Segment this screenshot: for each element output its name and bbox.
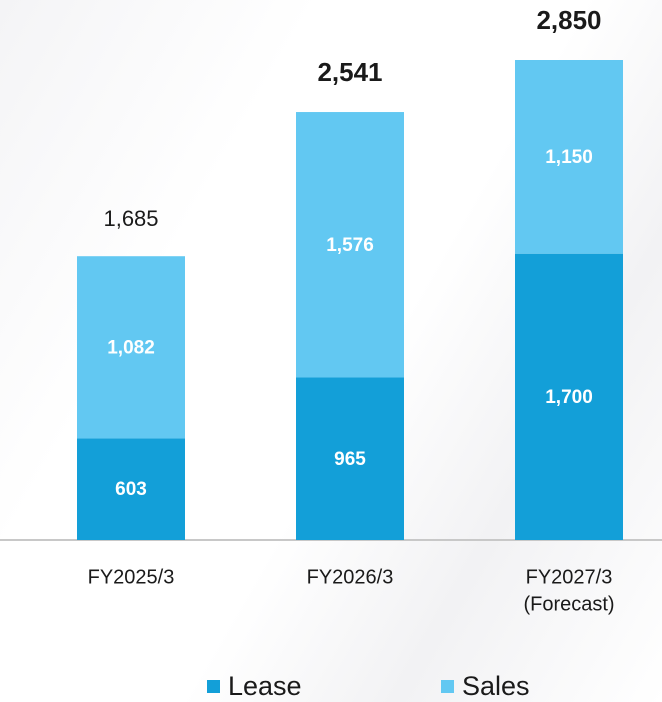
total-label: 1,685: [103, 206, 158, 231]
bar-segment: [77, 438, 185, 540]
x-tick-label: FY2025/3: [88, 566, 175, 588]
segment-label: 603: [115, 479, 147, 500]
segment-label: 1,700: [545, 387, 593, 408]
legend-swatch: [207, 680, 220, 693]
bar-segment: [77, 256, 185, 439]
segment-label: 1,082: [107, 337, 155, 358]
segment-label: 1,576: [326, 235, 374, 256]
legend-label: Lease: [228, 671, 302, 701]
segment-label: 1,150: [545, 147, 593, 168]
bar-segment: [515, 60, 623, 254]
total-label: 2,850: [536, 5, 601, 35]
bar-segment: [296, 377, 404, 540]
legend-label: Sales: [462, 671, 530, 701]
x-tick-label: (Forecast): [523, 593, 614, 615]
x-tick-label: FY2026/3: [307, 566, 394, 588]
total-label: 2,541: [317, 57, 382, 87]
bar-segment: [515, 253, 623, 540]
segment-label: 965: [334, 449, 366, 470]
bar-segment: [296, 112, 404, 378]
legend-swatch: [441, 680, 454, 693]
x-tick-label: FY2027/3: [526, 566, 613, 588]
